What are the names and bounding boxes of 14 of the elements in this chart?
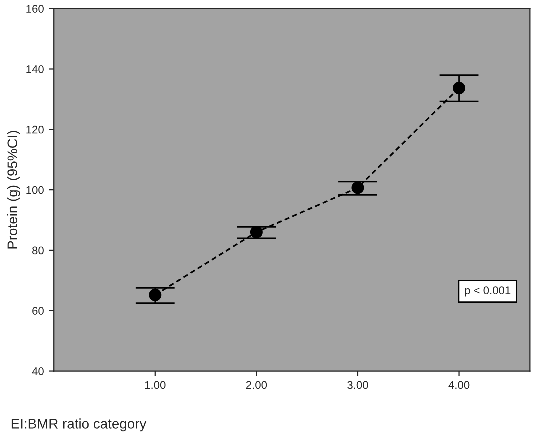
y-tick-label: 60 bbox=[32, 307, 44, 316]
y-tick-label: 80 bbox=[32, 246, 44, 255]
x-tick-label: 4.00 bbox=[448, 381, 470, 390]
x-tick-label: 3.00 bbox=[348, 381, 368, 390]
y-tick-label: 140 bbox=[26, 66, 44, 74]
y-tick-label: 160 bbox=[26, 5, 44, 13]
y-tick-label: 120 bbox=[26, 126, 44, 134]
x-tick-label: 2.00 bbox=[246, 381, 268, 390]
annotation: p < 0.001 bbox=[465, 286, 511, 297]
y-axis-title: Protein (g) (95%CI) bbox=[7, 131, 20, 249]
y-tick-label: 100 bbox=[26, 186, 44, 194]
x-tick-label: 1.00 bbox=[145, 381, 166, 390]
y-tick-label: 40 bbox=[32, 368, 44, 376]
x-axis-title: EI:BMR ratio category bbox=[12, 418, 147, 432]
